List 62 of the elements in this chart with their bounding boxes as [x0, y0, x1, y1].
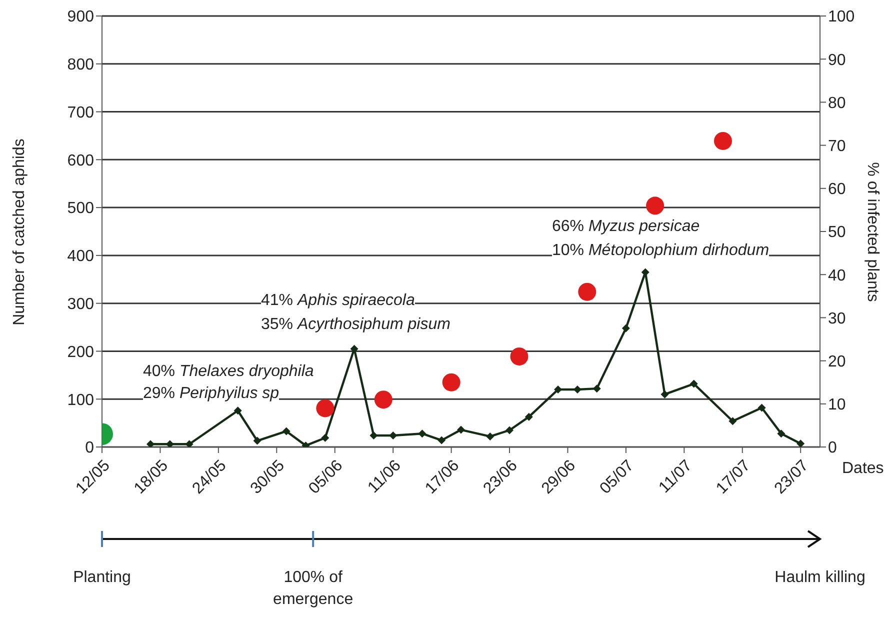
y2-tick-label: 100 — [828, 8, 855, 26]
point — [486, 432, 494, 440]
text: Planting — [73, 569, 131, 586]
point — [234, 406, 242, 415]
y2-tick-label: 60 — [828, 181, 846, 198]
annotation: 29% Periphyilus sp — [143, 385, 280, 402]
y-tick-label: 900 — [67, 8, 94, 26]
point — [690, 380, 698, 388]
point — [442, 373, 460, 392]
annotation: 10% Métopolophium dirhodum — [552, 242, 770, 259]
point — [622, 324, 630, 332]
annotation: 41% Aphis spiraecola — [261, 292, 415, 309]
y2-tick-label: 40 — [828, 267, 846, 284]
point — [253, 436, 262, 445]
annotation: 40% Thelaxes dryophila — [143, 363, 314, 380]
point — [796, 440, 805, 447]
point — [758, 404, 766, 412]
point — [321, 434, 330, 442]
y2-tick-label: 0 — [828, 440, 837, 457]
point — [777, 430, 786, 438]
y-tick-label: 300 — [67, 296, 94, 314]
y2-axis-title: % of infected plants — [864, 162, 881, 302]
y2-tick-label: 70 — [828, 138, 846, 155]
point — [418, 430, 426, 438]
text: Haulm killing — [774, 569, 866, 586]
point — [438, 436, 446, 444]
point — [374, 390, 392, 409]
y-tick-label: 0 — [85, 440, 94, 457]
point — [166, 440, 174, 447]
point — [185, 440, 194, 447]
point — [728, 417, 737, 426]
point — [578, 282, 596, 301]
point — [510, 347, 528, 366]
y-tick-label: 400 — [67, 248, 94, 266]
annotation: 35% Acyrthosiphum pisum — [261, 316, 450, 333]
point — [316, 399, 334, 418]
y2-tick-label: 50 — [828, 224, 846, 242]
point — [506, 426, 514, 434]
annotation: 66% Myzus persicae — [552, 218, 700, 235]
point — [524, 412, 533, 421]
point — [457, 426, 465, 434]
y-axis-title: Number of catched aphids — [11, 138, 28, 325]
point — [282, 427, 290, 436]
y-tick-label: 200 — [67, 344, 94, 361]
y2-tick-label: 80 — [828, 94, 846, 112]
y2-tick-label: 90 — [828, 52, 846, 69]
x-axis-title: Dates — [842, 460, 884, 477]
y-tick-label: 700 — [67, 104, 94, 122]
point — [714, 132, 732, 150]
point — [646, 196, 664, 215]
point — [370, 432, 378, 440]
y-tick-label: 600 — [67, 152, 94, 170]
y-tick-label: 100 — [67, 392, 94, 409]
point — [660, 390, 669, 398]
y-tick-label: 500 — [67, 200, 94, 218]
point — [389, 432, 398, 440]
y2-tick-label: 20 — [828, 353, 846, 370]
text: 100% of emergence — [273, 569, 354, 608]
y2-tick-label: 10 — [828, 396, 846, 414]
point — [592, 384, 601, 393]
y2-tick-label: 30 — [828, 310, 846, 328]
y-tick-label: 800 — [67, 56, 94, 74]
